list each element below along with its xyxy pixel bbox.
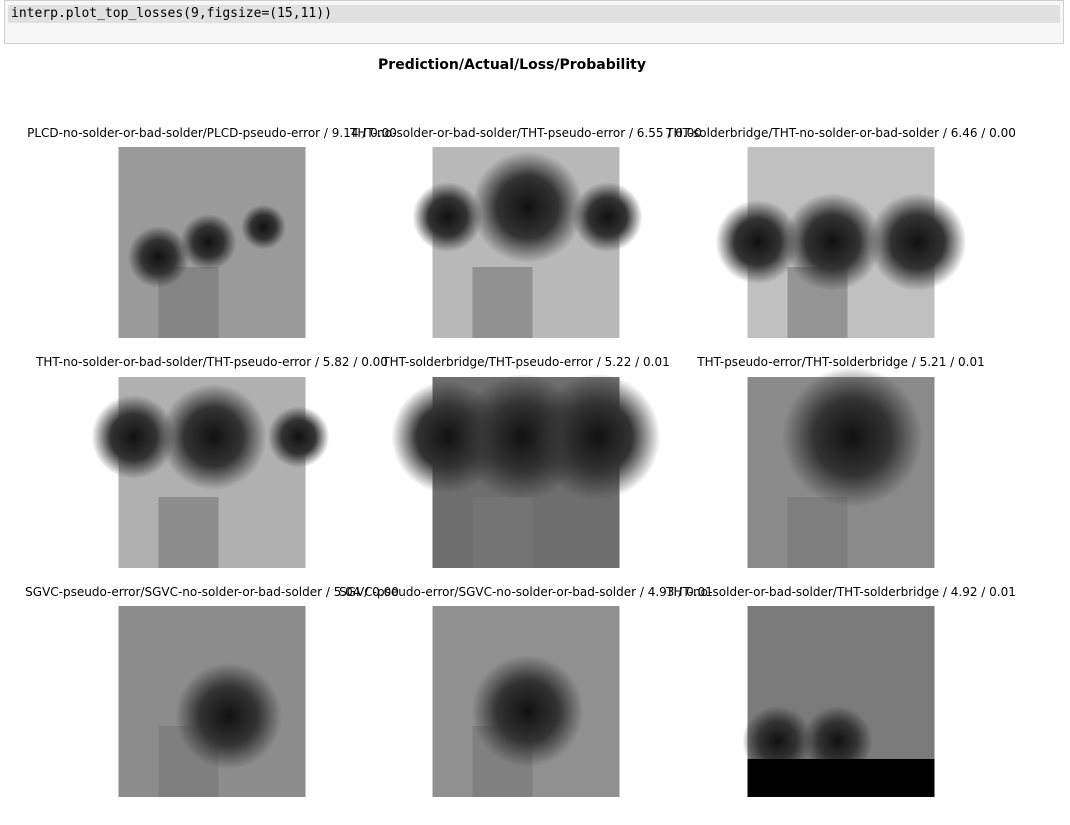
xray-image	[433, 606, 620, 797]
figure-title: Prediction/Actual/Loss/Probability	[378, 57, 646, 73]
xray-image	[92, 377, 330, 568]
solder-blob	[241, 205, 286, 250]
solder-blob	[160, 384, 266, 490]
xray-image	[748, 367, 935, 568]
panel-title: PLCD-no-solder-or-bad-solder/PLCD-pseudo…	[27, 126, 397, 140]
image-trace	[788, 497, 848, 568]
solder-blob	[175, 663, 281, 769]
xray-image	[119, 606, 306, 797]
solder-blob	[472, 655, 584, 767]
panel-title: THT-no-solder-or-bad-solder/THT-pseudo-e…	[35, 355, 388, 369]
panel-title: THT-pseudo-error/THT-solderbridge / 5.21…	[696, 355, 984, 369]
solder-blob	[128, 226, 190, 288]
xray-image	[392, 374, 661, 568]
image-trace	[159, 497, 219, 568]
panel-title: THT-no-solder-or-bad-solder/THT-solderbr…	[665, 585, 1016, 599]
image-dark-band	[748, 759, 935, 797]
xray-image	[716, 147, 967, 338]
solder-blob	[472, 151, 584, 263]
solder-blob	[268, 406, 330, 468]
xray-image	[119, 147, 306, 338]
xray-image	[413, 147, 643, 338]
image-trace	[473, 497, 533, 568]
solder-blob	[869, 193, 967, 291]
solder-blob	[535, 374, 661, 500]
solder-blob	[573, 182, 643, 252]
notebook-page: interp.plot_top_losses(9,figsize=(15,11)…	[0, 0, 1070, 825]
solder-blob	[784, 193, 882, 291]
panel-title: SGVC-pseudo-error/SGVC-no-solder-or-bad-…	[339, 585, 713, 599]
solder-blob	[413, 182, 483, 252]
xray-image	[743, 606, 935, 797]
solder-blob	[783, 367, 923, 507]
solder-blob	[181, 214, 237, 270]
figure: Prediction/Actual/Loss/Probability PLCD-…	[0, 0, 1070, 825]
panel-title: THT-solderbridge/THT-pseudo-error / 5.22…	[381, 355, 669, 369]
image-trace	[473, 267, 533, 338]
panel-title: THT-solderbridge/THT-no-solder-or-bad-so…	[665, 126, 1016, 140]
panel-title: THT-no-solder-or-bad-solder/THT-pseudo-e…	[349, 126, 702, 140]
